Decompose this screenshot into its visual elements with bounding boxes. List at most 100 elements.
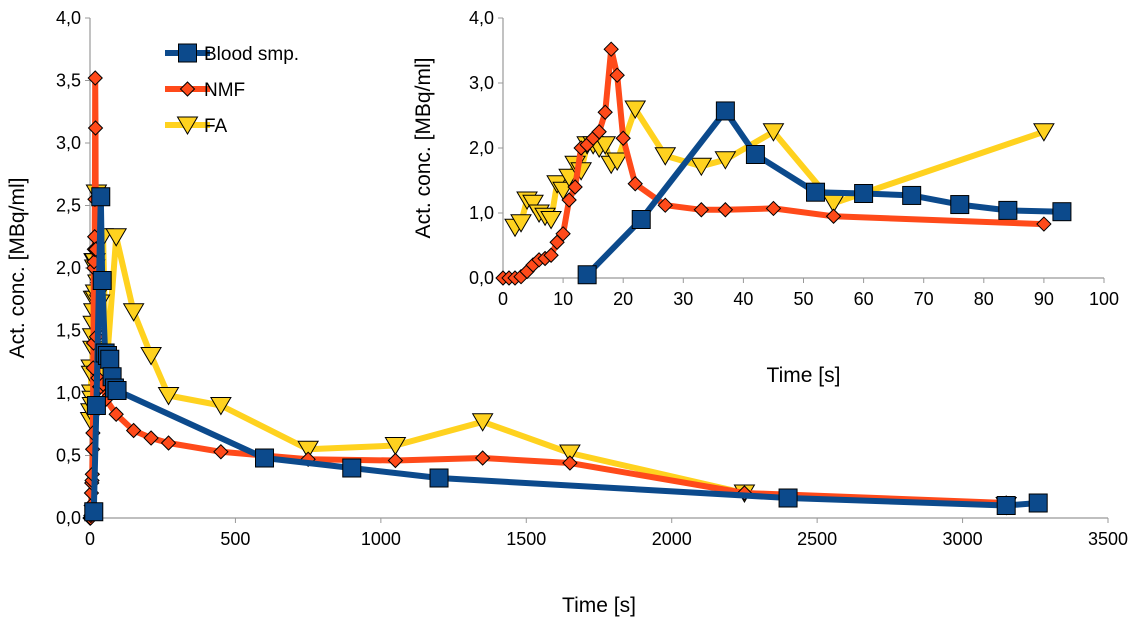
main-data-point bbox=[100, 349, 120, 369]
inset-data-point bbox=[597, 104, 613, 120]
inset-data-point bbox=[654, 147, 677, 166]
main-data-point bbox=[559, 444, 581, 463]
inset-data-point bbox=[902, 185, 922, 205]
main-y-tick-label: 4,0 bbox=[56, 8, 81, 28]
main-x-tick-label: 0 bbox=[85, 529, 95, 549]
inset-data-point bbox=[717, 202, 734, 218]
main-x-tick-label: 3500 bbox=[1088, 529, 1128, 549]
main-data-point bbox=[210, 397, 232, 416]
main-data-point bbox=[387, 452, 404, 469]
inset-data-point bbox=[1052, 202, 1072, 222]
inset-x-tick-label: 0 bbox=[498, 289, 508, 309]
inset-data-point bbox=[603, 41, 619, 57]
inset-series-square bbox=[577, 101, 1072, 285]
main-data-point bbox=[213, 444, 229, 460]
legend-marker bbox=[179, 81, 196, 97]
main-data-point bbox=[125, 422, 142, 439]
inset-data-point bbox=[690, 157, 713, 177]
main-x-tick-label: 2500 bbox=[797, 529, 837, 549]
main-y-tick-label: 2,5 bbox=[56, 196, 81, 216]
inset-x-tick-label: 70 bbox=[914, 289, 934, 309]
inset-data-point bbox=[745, 145, 765, 164]
main-series-diamond bbox=[82, 70, 1014, 526]
main-data-point bbox=[107, 381, 127, 400]
main-data-point bbox=[160, 435, 177, 451]
main-data-point bbox=[255, 448, 275, 468]
inset-data-point bbox=[567, 179, 583, 195]
main-data-point bbox=[562, 455, 578, 471]
inset-data-point bbox=[765, 200, 782, 217]
inset-x-tick-label: 20 bbox=[613, 289, 633, 309]
inset-data-point bbox=[522, 194, 544, 214]
inset-data-point bbox=[561, 192, 577, 208]
main-data-point bbox=[157, 387, 180, 406]
main-data-point bbox=[122, 303, 145, 322]
inset-series-diamond bbox=[495, 41, 1052, 286]
legend-marker bbox=[176, 116, 199, 135]
inset-y-axis-title: Act. conc. [MBq/ml] bbox=[412, 58, 435, 239]
main-y-tick-label: 1,5 bbox=[56, 321, 81, 341]
inset-y-tick-label: 1,0 bbox=[469, 203, 494, 223]
inset-data-point bbox=[591, 124, 607, 140]
main-data-point bbox=[342, 458, 362, 478]
main-x-tick-label: 1000 bbox=[361, 529, 401, 549]
inset-y-tick-label: 3,0 bbox=[469, 73, 494, 93]
inset-data-point bbox=[555, 226, 571, 242]
main-x-tick-label: 3000 bbox=[943, 529, 983, 549]
inset-x-tick-label: 100 bbox=[1089, 289, 1119, 309]
inset-data-point bbox=[543, 247, 559, 263]
main-data-point bbox=[108, 406, 124, 422]
main-data-point bbox=[143, 430, 159, 446]
main-data-point bbox=[474, 450, 491, 466]
main-data-point bbox=[86, 396, 106, 415]
inset-data-point bbox=[714, 151, 737, 170]
inset-data-point bbox=[606, 152, 629, 171]
main-series-triangle-down bbox=[79, 184, 1018, 516]
main-x-tick-label: 1500 bbox=[506, 529, 546, 549]
inset-y-tick-label: 0,0 bbox=[469, 268, 494, 288]
main-data-point bbox=[91, 187, 111, 207]
inset-data-point bbox=[715, 101, 735, 121]
main-y-tick-label: 0,0 bbox=[56, 508, 81, 528]
main-data-point bbox=[996, 496, 1016, 515]
inset-data-point bbox=[631, 210, 651, 229]
inset-data-point bbox=[693, 202, 710, 218]
inset-data-point bbox=[825, 208, 842, 224]
inset-y-tick-label: 4,0 bbox=[469, 8, 494, 28]
inset-series-line bbox=[584, 108, 1062, 277]
inset-y-tick-label: 2,0 bbox=[469, 138, 494, 158]
main-data-point bbox=[87, 120, 104, 136]
inset-data-point bbox=[577, 265, 597, 285]
main-data-point bbox=[778, 488, 798, 508]
inset-data-point bbox=[510, 214, 532, 233]
inset-data-point bbox=[624, 100, 647, 119]
inset-data-point bbox=[998, 200, 1018, 220]
inset-x-tick-label: 30 bbox=[673, 289, 693, 309]
main-data-point bbox=[429, 468, 449, 488]
inset-x-tick-label: 80 bbox=[974, 289, 994, 309]
inset-data-point bbox=[806, 182, 826, 202]
inset-data-point bbox=[950, 195, 970, 215]
main-x-tick-label: 500 bbox=[220, 529, 250, 549]
inset-x-tick-label: 10 bbox=[553, 289, 573, 309]
inset-x-tick-label: 50 bbox=[793, 289, 813, 309]
main-series-line bbox=[87, 190, 1007, 509]
inset-data-point bbox=[615, 130, 631, 146]
inset-data-point bbox=[594, 136, 617, 155]
main-x-axis-title: Time [s] bbox=[562, 594, 636, 617]
main-chart: 0,00,51,01,52,02,53,03,54,00 500 1000 1500 2… bbox=[6, 8, 1128, 617]
inset-x-axis-title: Time [s] bbox=[767, 364, 841, 387]
main-y-tick-label: 3,5 bbox=[56, 71, 81, 91]
legend-entry-label: NMF bbox=[204, 80, 245, 101]
main-data-point bbox=[87, 70, 103, 86]
legend-entry-label: Blood smp. bbox=[204, 44, 299, 65]
main-y-tick-label: 3,0 bbox=[56, 133, 81, 153]
legend: Blood smp. NMF FA bbox=[165, 43, 299, 137]
inset-data-point bbox=[1036, 216, 1052, 232]
main-y-tick-label: 0,5 bbox=[56, 446, 81, 466]
main-y-tick-label: 1,0 bbox=[56, 383, 81, 403]
inset-data-point bbox=[1033, 123, 1055, 142]
inset-data-point bbox=[609, 67, 625, 83]
main-y-axis-title: Act. conc. [MBq/ml] bbox=[6, 178, 29, 359]
